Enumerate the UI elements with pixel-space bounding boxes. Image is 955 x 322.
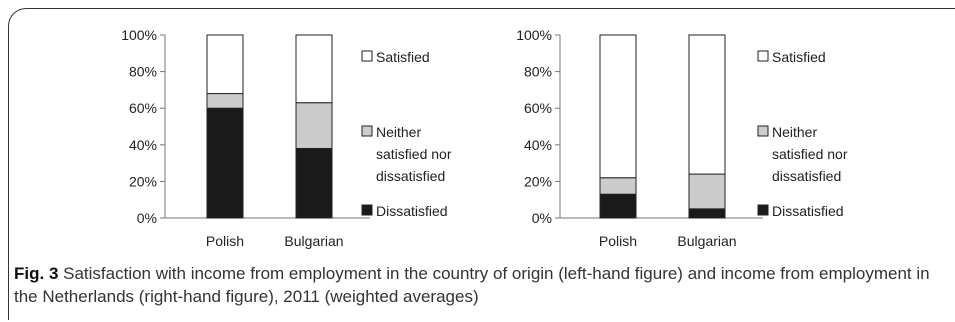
bar-segment xyxy=(688,208,726,219)
y-tick-label: 80% xyxy=(129,64,157,80)
bar-segment xyxy=(295,102,333,149)
bar-segment xyxy=(599,177,637,195)
bar-segment xyxy=(206,93,244,109)
legend-label: satisfied nor xyxy=(772,146,848,162)
legend-swatch xyxy=(757,204,769,216)
category-label: Bulgarian xyxy=(284,233,343,249)
bar-segment xyxy=(295,147,333,219)
y-tick-label: 100% xyxy=(121,27,157,43)
legend-swatch xyxy=(361,204,373,216)
bar-segment xyxy=(688,34,726,175)
figure-caption: Fig. 3 Satisfaction with income from emp… xyxy=(14,262,944,308)
figure-frame xyxy=(8,8,955,320)
figure-label: Fig. 3 xyxy=(14,264,59,283)
legend-label: dissatisfied xyxy=(772,168,841,184)
y-tick-label: 80% xyxy=(524,64,552,80)
y-tick-label: 40% xyxy=(129,137,157,153)
legend-label: Dissatisfied xyxy=(376,203,448,219)
caption-text: Satisfaction with income from employment… xyxy=(14,264,930,306)
bar-segment xyxy=(206,107,244,219)
y-tick-label: 20% xyxy=(129,173,157,189)
bar-segment xyxy=(206,34,244,95)
chart-1: 0% 20% 40% 60% 80% 100% Polish Bulgarian Satisfi… xyxy=(121,27,452,249)
legend-label: dissatisfied xyxy=(376,168,445,184)
chart-2: 0% 20% 40% 60% 80% 100% Polish Bulgarian Satisfi… xyxy=(516,27,848,249)
y-tick-label: 0% xyxy=(137,210,157,226)
legend-swatch xyxy=(757,125,769,137)
y-tick-label: 0% xyxy=(532,210,552,226)
bar-segment xyxy=(688,173,726,210)
legend-label: Dissatisfied xyxy=(772,203,844,219)
legend-swatch xyxy=(361,50,373,62)
bar-segment xyxy=(599,34,637,179)
y-tick-label: 60% xyxy=(129,100,157,116)
legend-label: Neither xyxy=(772,124,817,140)
y-tick-label: 20% xyxy=(524,173,552,189)
category-label: Polish xyxy=(206,233,244,249)
legend-label: Satisfied xyxy=(772,49,826,65)
bar-segment xyxy=(599,193,637,219)
legend-label: satisfied nor xyxy=(376,146,452,162)
legend-swatch xyxy=(757,50,769,62)
charts-area: 0% 20% 40% 60% 80% 100% Polish Bulgarian Satisfi… xyxy=(121,27,848,249)
y-tick-label: 40% xyxy=(524,137,552,153)
legend-label: Satisfied xyxy=(376,49,430,65)
bar-segment xyxy=(295,34,333,104)
legend-swatch xyxy=(361,125,373,137)
y-tick-label: 60% xyxy=(524,100,552,116)
category-label: Polish xyxy=(599,233,637,249)
category-label: Bulgarian xyxy=(677,233,736,249)
y-tick-label: 100% xyxy=(516,27,552,43)
legend-label: Neither xyxy=(376,124,421,140)
